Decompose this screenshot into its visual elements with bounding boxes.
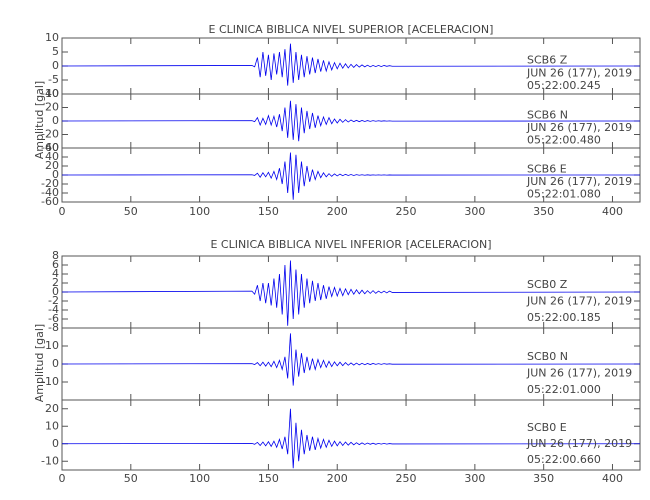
- station-label: SCB0 E: [527, 421, 567, 434]
- date-label: JUN 26 (177), 2019: [526, 66, 632, 79]
- y-tick-label: 0: [52, 114, 59, 127]
- y-axis-label: Amplitud [gal]: [33, 81, 46, 159]
- waveform: [61, 152, 641, 200]
- y-tick-label: -5: [48, 73, 59, 86]
- x-tick-label: 350: [533, 205, 554, 218]
- y-tick-label: -40: [41, 186, 59, 199]
- y-axis-label: Amplitud [gal]: [33, 324, 46, 402]
- y-tick-label: 4: [52, 267, 59, 280]
- date-label: JUN 26 (177), 2019: [526, 294, 632, 307]
- x-tick-label: 100: [189, 205, 210, 218]
- y-tick-label: 5: [52, 45, 59, 58]
- station-label: SCB0 Z: [527, 278, 568, 291]
- date-label: JUN 26 (177), 2019: [526, 121, 632, 134]
- station-label: SCB6 E: [527, 163, 567, 176]
- x-tick-label: 350: [533, 472, 554, 485]
- y-tick-label: 0: [52, 285, 59, 298]
- waveform: [61, 333, 641, 386]
- y-tick-label: -6: [48, 312, 59, 325]
- y-tick-label: -40: [41, 141, 59, 154]
- panel-title: E CLINICA BIBLICA NIVEL INFERIOR [ACELER…: [210, 238, 491, 251]
- x-tick-label: 300: [464, 472, 485, 485]
- time-label: 05:22:01.080: [527, 187, 601, 200]
- y-tick-label: 20: [45, 101, 59, 114]
- y-tick-label: 0: [52, 59, 59, 72]
- panel-title: E CLINICA BIBLICA NIVEL SUPERIOR [ACELER…: [209, 23, 494, 36]
- x-tick-label: 50: [124, 472, 138, 485]
- waveform: [61, 43, 641, 86]
- y-tick-label: 0: [52, 357, 59, 370]
- time-label: 05:22:00.660: [527, 453, 601, 466]
- waveform: [61, 260, 641, 326]
- y-tick-label: -8: [48, 321, 59, 334]
- waveform: [61, 408, 641, 469]
- x-tick-label: 100: [189, 472, 210, 485]
- x-tick-label: 400: [602, 472, 623, 485]
- date-label: JUN 26 (177), 2019: [526, 175, 632, 188]
- y-tick-label: -20: [41, 128, 59, 141]
- y-tick-label: 6: [52, 258, 59, 271]
- date-label: JUN 26 (177), 2019: [526, 366, 632, 379]
- x-tick-label: 150: [258, 472, 279, 485]
- y-tick-label: 60: [45, 141, 59, 154]
- y-tick-label: 2: [52, 276, 59, 289]
- y-tick-label: 10: [45, 31, 59, 44]
- x-tick-label: 250: [396, 205, 417, 218]
- y-tick-label: -2: [48, 294, 59, 307]
- y-tick-label: 0: [52, 168, 59, 181]
- y-tick-label: 40: [45, 150, 59, 163]
- y-tick-label: -60: [41, 195, 59, 208]
- x-tick-label: 0: [59, 205, 66, 218]
- y-tick-label: -4: [48, 303, 59, 316]
- y-tick-label: -20: [41, 177, 59, 190]
- x-tick-label: 300: [464, 205, 485, 218]
- y-tick-label: 0: [52, 437, 59, 450]
- y-tick-label: 20: [45, 159, 59, 172]
- y-tick-label: 40: [45, 87, 59, 100]
- station-label: SCB6 N: [527, 109, 568, 122]
- x-tick-label: 400: [602, 205, 623, 218]
- time-label: 05:22:01.000: [527, 383, 601, 396]
- y-tick-label: -10: [41, 454, 59, 467]
- subplot-frame: [61, 399, 641, 471]
- time-label: 05:22:00.185: [527, 311, 601, 324]
- x-tick-label: 50: [124, 205, 138, 218]
- station-label: SCB0 N: [527, 350, 568, 363]
- y-tick-label: -10: [41, 375, 59, 388]
- y-tick-label: -10: [41, 87, 59, 100]
- y-tick-label: 8: [52, 249, 59, 262]
- x-tick-label: 0: [59, 472, 66, 485]
- date-label: JUN 26 (177), 2019: [526, 437, 632, 450]
- station-label: SCB6 Z: [527, 53, 568, 66]
- y-tick-label: 10: [45, 419, 59, 432]
- x-tick-label: 150: [258, 205, 279, 218]
- waveform: [61, 100, 641, 142]
- x-tick-label: 250: [396, 472, 417, 485]
- y-tick-label: 10: [45, 339, 59, 352]
- y-tick-label: 20: [45, 402, 59, 415]
- x-tick-label: 200: [327, 205, 348, 218]
- time-label: 05:22:00.480: [527, 133, 601, 146]
- x-tick-label: 200: [327, 472, 348, 485]
- time-label: 05:22:00.245: [527, 79, 601, 92]
